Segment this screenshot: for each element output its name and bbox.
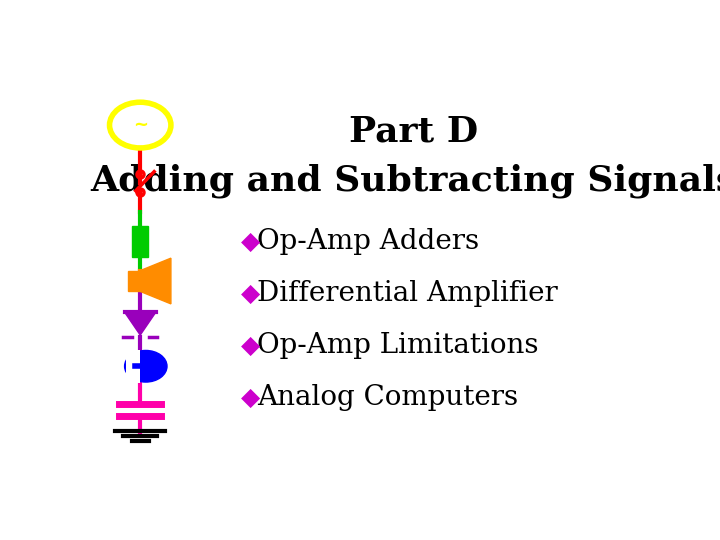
Bar [128, 271, 140, 292]
Text: ◆: ◆ [240, 230, 260, 253]
Text: Analog Computers: Analog Computers [258, 384, 518, 411]
Text: ◆: ◆ [240, 281, 260, 306]
Bar [132, 226, 148, 257]
Circle shape [125, 350, 167, 382]
Text: Op-Amp Limitations: Op-Amp Limitations [258, 332, 539, 359]
Text: ~: ~ [132, 116, 148, 134]
Text: Differential Amplifier: Differential Amplifier [258, 280, 558, 307]
Text: Op-Amp Adders: Op-Amp Adders [258, 228, 480, 255]
Bar [126, 349, 140, 383]
Polygon shape [140, 258, 171, 304]
Polygon shape [125, 312, 156, 335]
Text: Adding and Subtracting Signals: Adding and Subtracting Signals [91, 164, 720, 199]
Text: ◆: ◆ [240, 386, 260, 409]
Text: ◆: ◆ [240, 334, 260, 357]
Text: Part D: Part D [349, 114, 478, 148]
